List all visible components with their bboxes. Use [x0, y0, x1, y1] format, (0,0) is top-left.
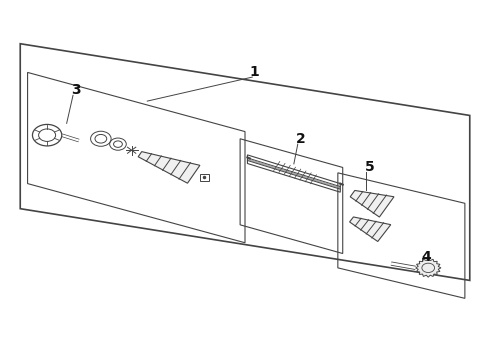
- Text: 4: 4: [421, 250, 431, 264]
- Text: 3: 3: [72, 84, 81, 97]
- Polygon shape: [349, 217, 391, 242]
- Bar: [200, 174, 209, 181]
- Polygon shape: [138, 152, 200, 183]
- Polygon shape: [350, 190, 394, 217]
- Polygon shape: [416, 258, 441, 277]
- Text: 2: 2: [296, 132, 306, 146]
- Text: 1: 1: [250, 66, 260, 80]
- Text: 5: 5: [365, 161, 374, 175]
